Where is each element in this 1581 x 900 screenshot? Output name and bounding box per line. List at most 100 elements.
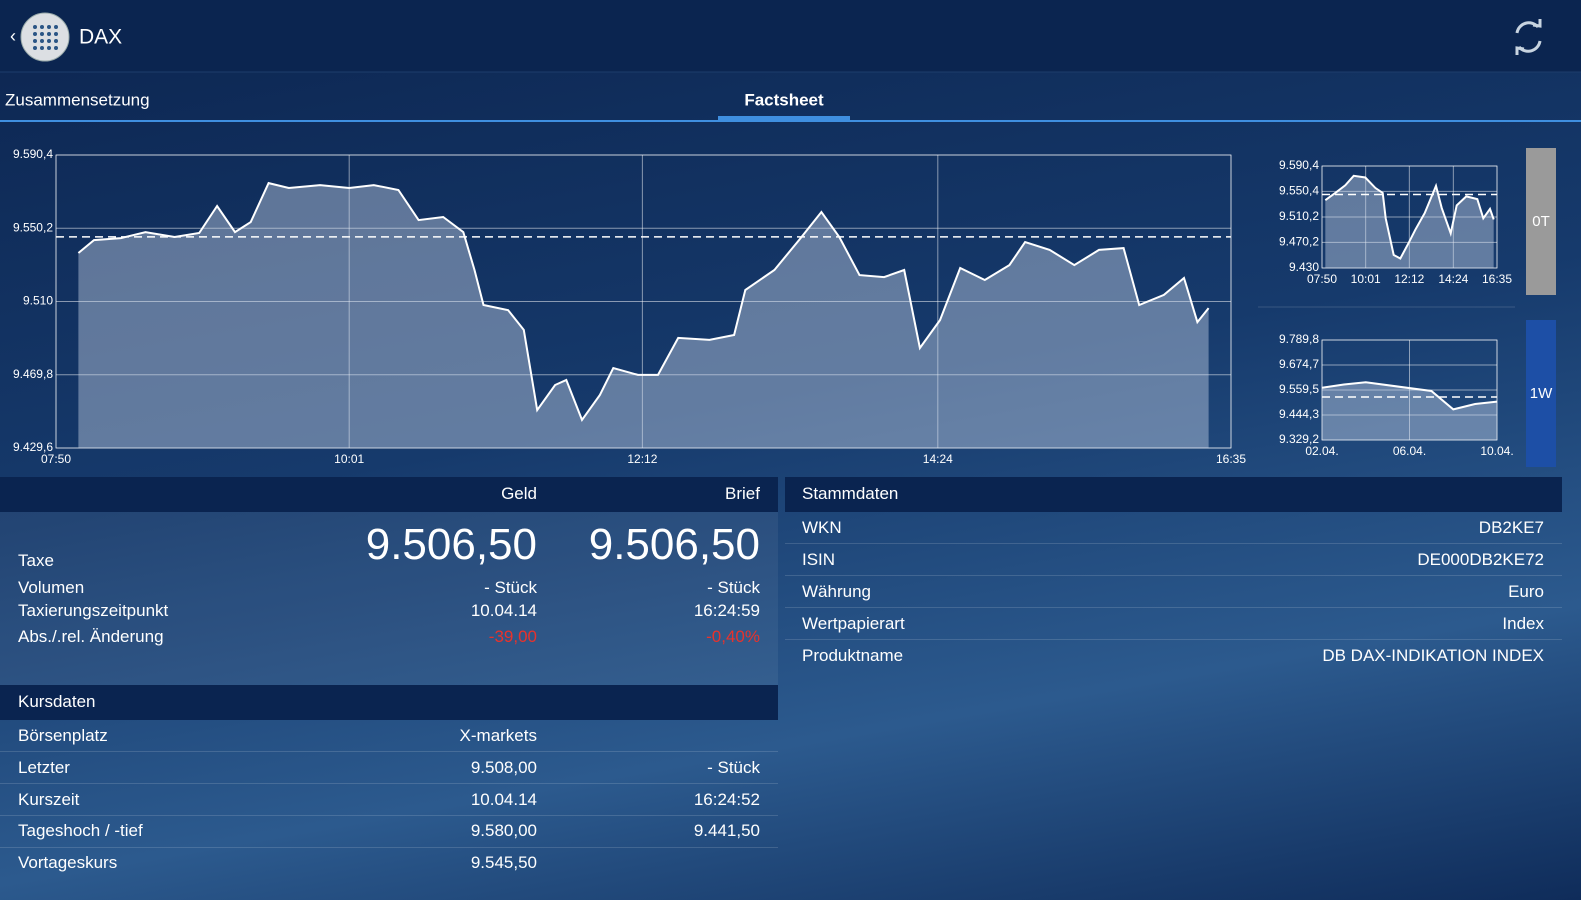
x-tick-label: 12:12 (1394, 272, 1424, 286)
row-label: Volumen (18, 578, 85, 597)
cell: - Stück (707, 578, 760, 597)
row-label: Kurszeit (18, 790, 80, 809)
x-tick-label: 10:01 (334, 452, 364, 466)
icon-circle (20, 12, 70, 62)
cell: 9.545,50 (470, 853, 537, 872)
row-label: Wertpapierart (802, 614, 905, 633)
cell: Index (1502, 614, 1544, 633)
range-button[interactable] (1526, 320, 1556, 467)
row-separator (785, 639, 1562, 640)
tab[interactable]: Zusammensetzung (5, 90, 150, 109)
column-header: Brief (725, 484, 760, 503)
x-tick-label: 14:24 (923, 452, 953, 466)
cell: Euro (1508, 582, 1544, 601)
price-line (1324, 174, 1495, 260)
x-tick-label: 16:35 (1482, 272, 1512, 286)
row-label: Letzter (18, 758, 70, 777)
y-tick-label: 9.590,4 (1279, 158, 1319, 172)
price: 9.506,50 (588, 520, 760, 569)
cell: X-markets (459, 726, 537, 745)
column-header: Geld (501, 484, 537, 503)
y-tick-label: 9.444,3 (1279, 407, 1319, 421)
cell: DE000DB2KE72 (1417, 550, 1544, 569)
back-arrow[interactable]: ‹ (10, 26, 16, 46)
y-tick-label: 9.550,4 (1279, 184, 1319, 198)
cell: 9.508,00 (470, 758, 537, 777)
cell: 16:24:52 (693, 790, 760, 809)
y-tick-label: 9.430 (1289, 260, 1319, 274)
tab-indicator (718, 116, 850, 121)
table-header (0, 477, 778, 512)
row-label: Abs./.rel. Änderung (18, 627, 164, 646)
x-tick-label: 16:35 (1216, 452, 1246, 466)
cell: 10.04.14 (470, 790, 537, 809)
row-separator (785, 607, 1562, 608)
area (1325, 175, 1494, 268)
row-separator (0, 783, 778, 784)
x-tick-label: 06.04. (1393, 444, 1426, 458)
row-separator (785, 575, 1562, 576)
range-button-label[interactable]: 1W (1530, 385, 1553, 402)
cell: 9.580,00 (470, 821, 537, 840)
row-label: WKN (802, 518, 842, 537)
y-tick-label: 9.674,7 (1279, 357, 1319, 371)
y-tick-label: 9.329,2 (1279, 432, 1319, 446)
cell: DB DAX-INDIKATION INDEX (1322, 646, 1544, 665)
row-label: Taxierungszeitpunkt (18, 601, 169, 620)
cell: 9.441,50 (693, 821, 760, 840)
table-header (0, 685, 778, 720)
section-title: Stammdaten (802, 484, 899, 503)
y-tick-label: 9.550,2 (13, 220, 53, 234)
x-tick-label: 10:01 (1351, 272, 1381, 286)
price-line (77, 181, 1210, 422)
row-separator (0, 847, 778, 848)
y-tick-label: 9.469,8 (13, 367, 53, 381)
y-tick-label: 9.789,8 (1279, 332, 1319, 346)
table-header (785, 477, 1562, 512)
row-label: Währung (802, 582, 871, 601)
cell: -39,00 (488, 627, 537, 646)
cell: 10.04.14 (470, 601, 537, 620)
panel (0, 512, 778, 685)
y-tick-label: 9.470,2 (1279, 235, 1319, 249)
row-separator (0, 751, 778, 752)
y-tick-label: 9.590,4 (13, 147, 53, 161)
tab-active[interactable]: Factsheet (744, 90, 824, 109)
row-separator (0, 815, 778, 816)
range-button[interactable] (1526, 148, 1556, 295)
y-tick-label: 9.510 (23, 294, 53, 308)
refresh-button[interactable] (1515, 19, 1542, 55)
row-label: Börsenplatz (18, 726, 108, 745)
y-tick-label: 9.559,5 (1279, 382, 1319, 396)
cell: 16:24:59 (693, 601, 760, 620)
screen-title: DAX (79, 26, 122, 49)
row-label: Produktname (802, 646, 904, 665)
price: 9.506,50 (365, 520, 537, 569)
cell: -0,40% (706, 627, 760, 646)
range-button-label[interactable]: 0T (1532, 213, 1550, 230)
x-tick-label: 07:50 (41, 452, 71, 466)
area (1322, 382, 1497, 440)
x-tick-label: 14:24 (1438, 272, 1468, 286)
y-tick-label: 9.429,6 (13, 440, 53, 454)
row-label: Taxe (18, 551, 54, 570)
cell: DB2KE7 (1478, 518, 1544, 537)
row-separator (785, 543, 1562, 544)
x-tick-label: 02.04. (1305, 444, 1338, 458)
y-tick-label: 9.510,2 (1279, 209, 1319, 223)
row-label: Vortageskurs (18, 853, 118, 872)
cell: - Stück (484, 578, 537, 597)
app-icon[interactable] (20, 12, 70, 62)
row-label: Tageshoch / -tief (18, 821, 143, 840)
x-tick-label: 07:50 (1307, 272, 1337, 286)
icon-dots (33, 25, 58, 50)
area (78, 183, 1209, 448)
x-tick-label: 12:12 (627, 452, 657, 466)
cell: - Stück (707, 758, 760, 777)
row-label: ISIN (802, 550, 836, 569)
x-tick-label: 10.04. (1480, 444, 1513, 458)
section-title: Kursdaten (18, 692, 96, 711)
top-bar (0, 0, 1581, 72)
